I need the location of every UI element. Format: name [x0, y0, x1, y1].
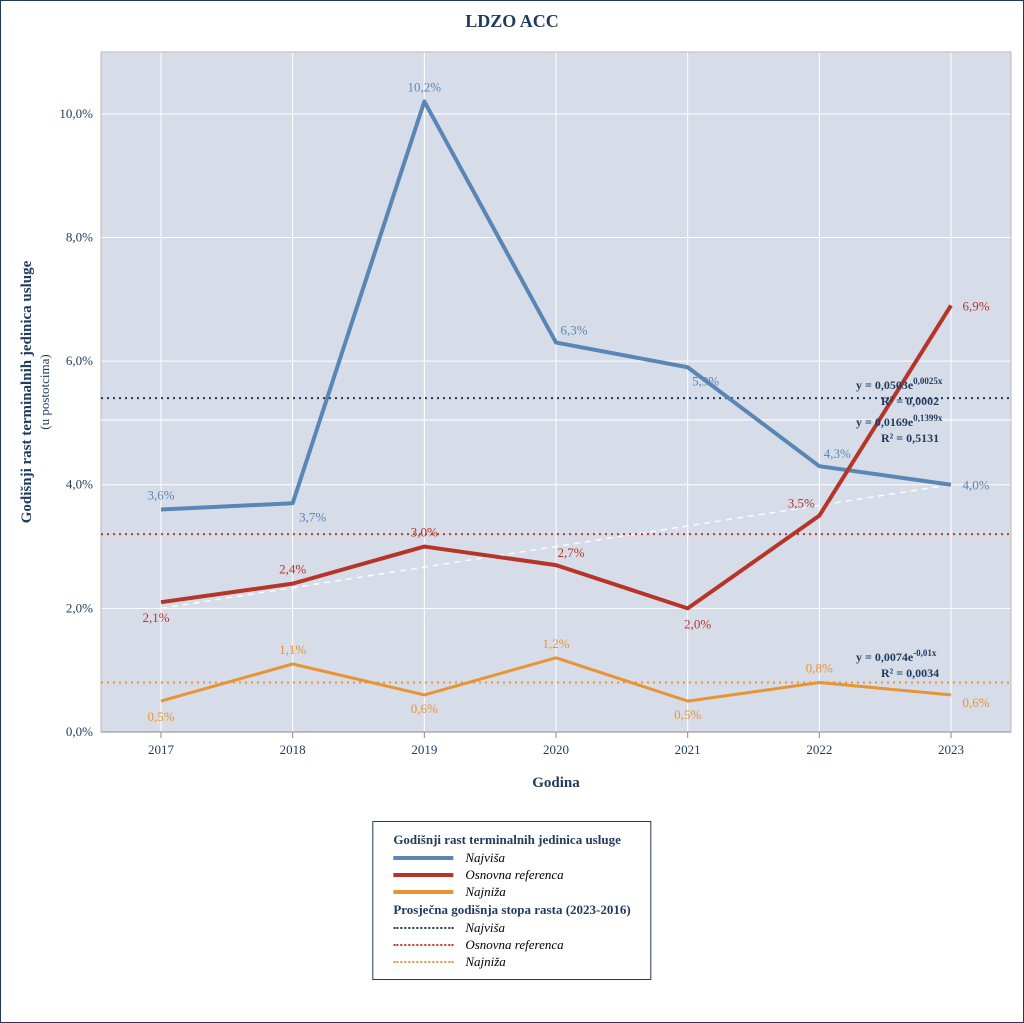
legend-row-avg-najvisa: Najviša [393, 920, 630, 936]
svg-text:3,5%: 3,5% [788, 496, 815, 511]
svg-text:5,9%: 5,9% [692, 373, 719, 388]
svg-text:(u postotcima): (u postotcima) [37, 354, 52, 429]
svg-text:3,6%: 3,6% [147, 487, 174, 502]
svg-text:0,6%: 0,6% [411, 701, 438, 716]
svg-text:2020: 2020 [543, 742, 569, 757]
svg-text:Godišnji rast terminalnih jedi: Godišnji rast terminalnih jedinica uslug… [19, 260, 35, 523]
svg-text:10,0%: 10,0% [59, 106, 93, 121]
svg-text:0,5%: 0,5% [674, 707, 701, 722]
svg-text:4,3%: 4,3% [824, 446, 851, 461]
svg-text:10,2%: 10,2% [408, 79, 442, 94]
svg-text:4,0%: 4,0% [66, 477, 93, 492]
svg-text:8,0%: 8,0% [66, 229, 93, 244]
svg-text:Godina: Godina [532, 775, 580, 791]
svg-text:2,4%: 2,4% [279, 562, 306, 577]
svg-text:2017: 2017 [148, 742, 175, 757]
legend-label-najvisa: Najviša [465, 850, 505, 866]
chart-plot: 0,0% 2,0% 4,0% 6,0% 8,0% 10,0% 2017 2018 2019 202… [1, 32, 1024, 812]
legend-row-osnovna: Osnovna referenca [393, 867, 630, 883]
svg-text:6,9%: 6,9% [962, 298, 989, 313]
svg-text:2,0%: 2,0% [66, 600, 93, 615]
legend-label-avg-osnovna: Osnovna referenca [465, 937, 563, 953]
chart-container: LDZO ACC 0,0% 2,0% 4,0% 6,0% 8,0% 10,0% 2017 20… [0, 0, 1024, 1023]
svg-text:0,0%: 0,0% [66, 724, 93, 739]
svg-text:0,8%: 0,8% [806, 661, 833, 676]
legend-label-avg-najvisa: Najviša [465, 920, 505, 936]
legend-swatch-najvisa [393, 856, 453, 860]
legend: Godišnji rast terminalnih jedinica uslug… [372, 821, 651, 980]
legend-title-2: Prosječna godišnja stopa rasta (2023-201… [393, 902, 630, 918]
svg-text:2022: 2022 [806, 742, 832, 757]
legend-dot-najniza [393, 961, 453, 963]
legend-label-osnovna: Osnovna referenca [465, 867, 563, 883]
svg-text:6,0%: 6,0% [66, 353, 93, 368]
svg-text:0,6%: 0,6% [962, 695, 989, 710]
chart-title: LDZO ACC [1, 1, 1023, 32]
svg-text:2,0%: 2,0% [684, 616, 711, 631]
legend-title-1: Godišnji rast terminalnih jedinica uslug… [393, 832, 630, 848]
legend-row-avg-osnovna: Osnovna referenca [393, 937, 630, 953]
legend-label-avg-najniza: Najniža [465, 954, 505, 970]
legend-dot-osnovna [393, 944, 453, 946]
legend-swatch-osnovna [393, 873, 453, 877]
svg-text:R² = 0,0002: R² = 0,0002 [881, 394, 939, 408]
legend-row-najvisa: Najviša [393, 850, 630, 866]
svg-text:6,3%: 6,3% [560, 323, 587, 338]
svg-text:R² = 0,0034: R² = 0,0034 [881, 666, 939, 680]
svg-text:2,7%: 2,7% [557, 545, 584, 560]
svg-text:0,5%: 0,5% [147, 709, 174, 724]
legend-label-najniza: Najniža [465, 884, 505, 900]
legend-swatch-najniza [393, 890, 453, 894]
svg-text:1,1%: 1,1% [279, 642, 306, 657]
svg-text:2023: 2023 [938, 742, 964, 757]
legend-row-avg-najniza: Najniža [393, 954, 630, 970]
svg-text:1,2%: 1,2% [542, 636, 569, 651]
svg-text:2019: 2019 [411, 742, 437, 757]
legend-dot-najvisa [393, 927, 453, 929]
svg-text:2021: 2021 [675, 742, 701, 757]
legend-row-najniza: Najniža [393, 884, 630, 900]
svg-text:2,1%: 2,1% [142, 610, 169, 625]
svg-text:R² = 0,5131: R² = 0,5131 [881, 431, 939, 445]
svg-text:3,7%: 3,7% [299, 509, 326, 524]
svg-text:3,0%: 3,0% [411, 525, 438, 540]
svg-text:4,0%: 4,0% [962, 478, 989, 493]
svg-text:2018: 2018 [280, 742, 306, 757]
